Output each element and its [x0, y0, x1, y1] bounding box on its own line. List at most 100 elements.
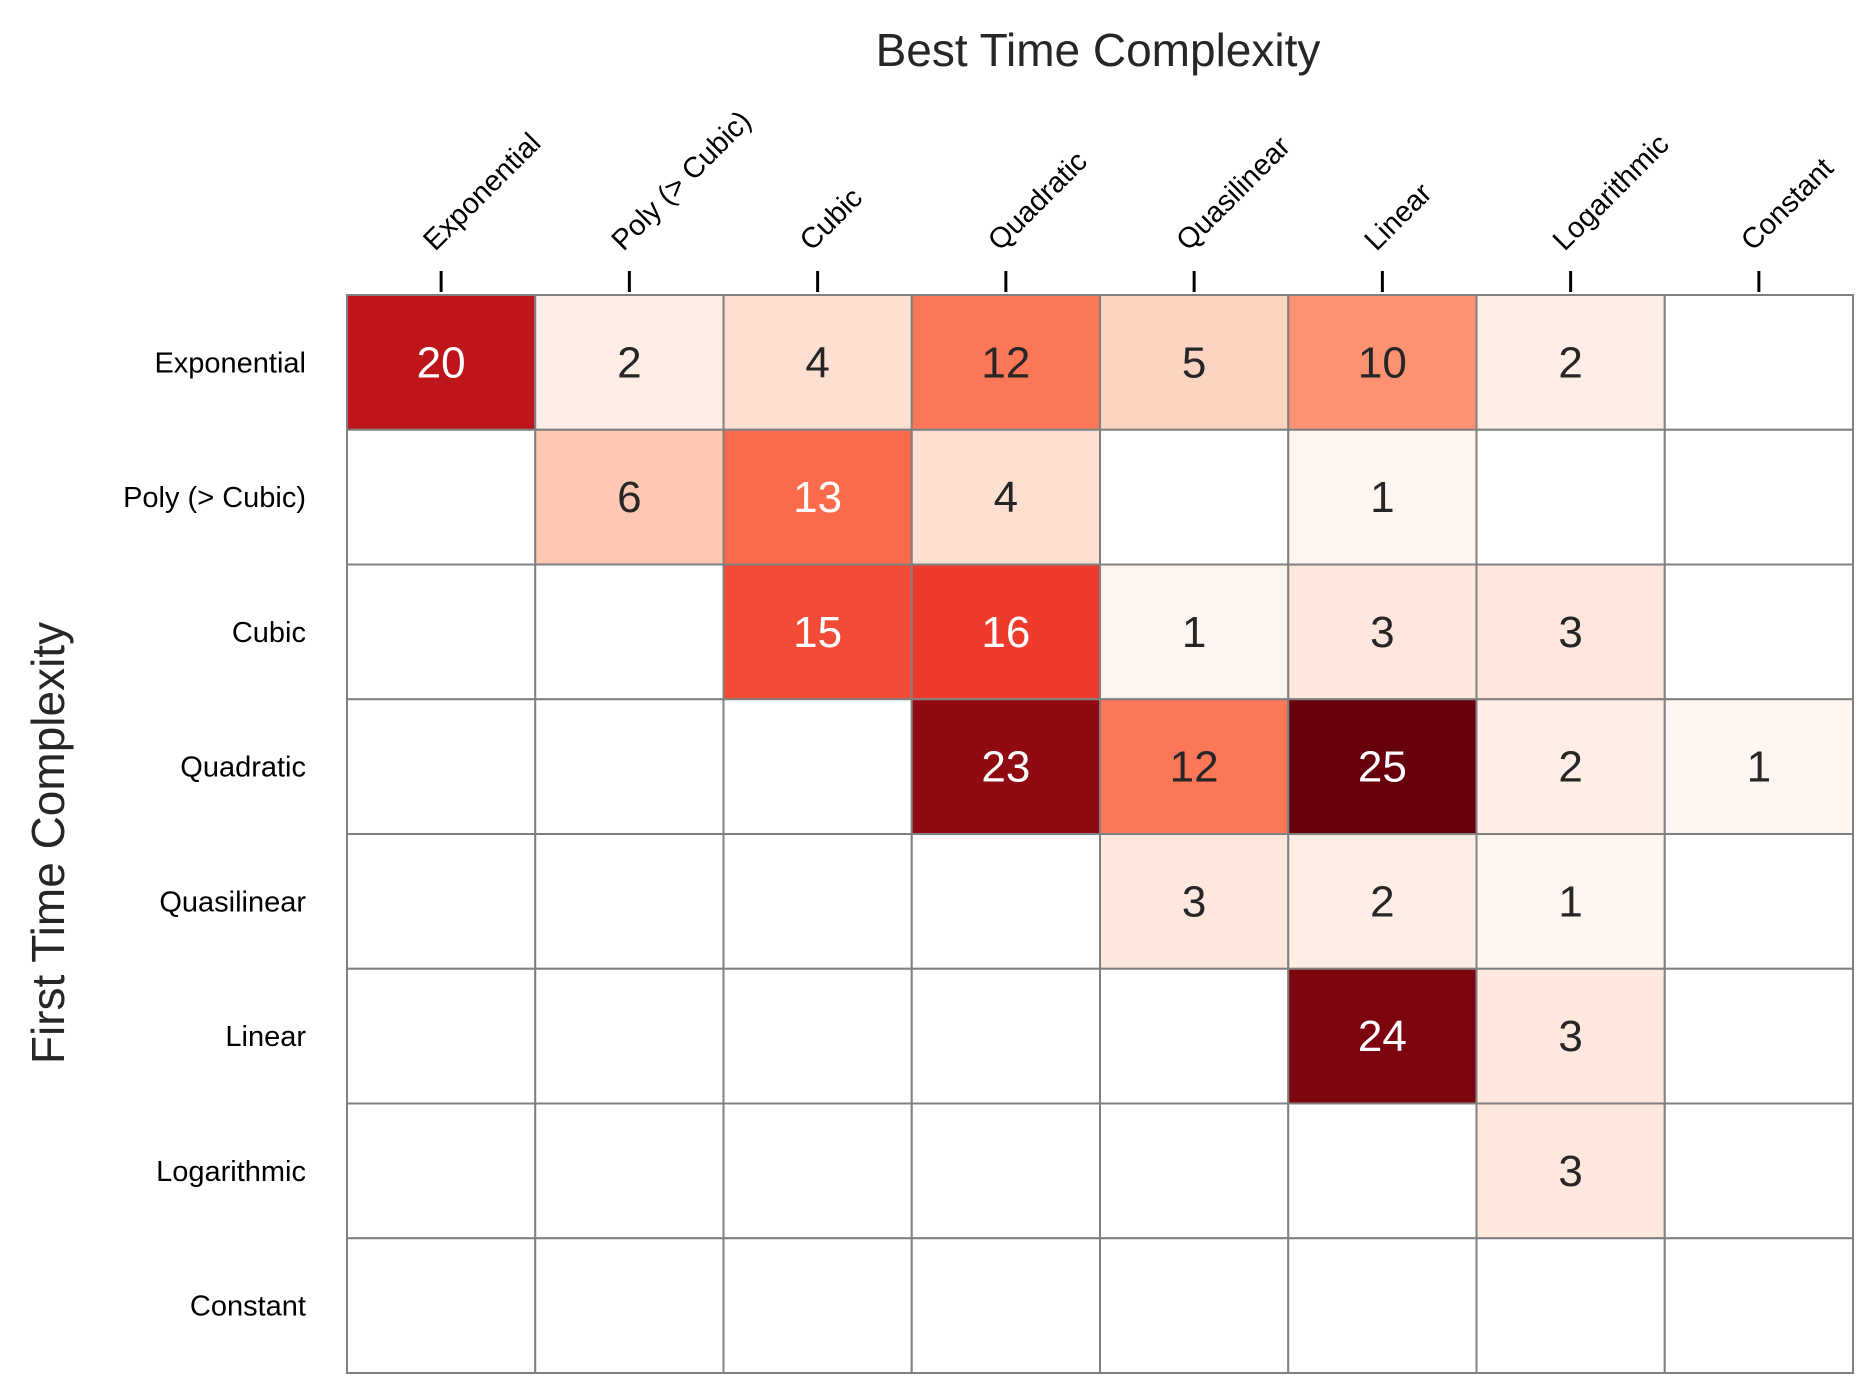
- heatmap-cell: [346, 698, 537, 835]
- heatmap-cell: [910, 698, 1101, 835]
- heatmap-cell: [1663, 1102, 1854, 1240]
- x-tick-label: Linear: [1359, 177, 1439, 257]
- heatmap-cell: [1663, 563, 1854, 701]
- heatmap-cell: [722, 698, 913, 835]
- y-tick-label: Quasilinear: [159, 886, 306, 918]
- heatmap-cell: [534, 1102, 725, 1240]
- heatmap-cell: [1475, 563, 1666, 701]
- cell-value-label: 2: [617, 338, 641, 387]
- heatmap-cell: [534, 563, 725, 701]
- cell-value-label: 1: [1747, 743, 1771, 792]
- cell-value-label: 12: [981, 338, 1030, 387]
- heatmap-cell: [910, 563, 1101, 701]
- heatmap-cell: [1099, 698, 1290, 835]
- heatmap-cell: [910, 967, 1101, 1105]
- heatmap-cells: 20 2 4 12 5 10 26 13 4 115 16 1 3 323 12 25 2 13 2 124 33: [346, 294, 1854, 1374]
- y-axis-label: First Time Complexity: [22, 622, 74, 1064]
- cell-value-label: 16: [981, 608, 1030, 657]
- y-tick-label: Quadratic: [180, 752, 306, 784]
- cell-value-label: 2: [1370, 877, 1394, 926]
- cell-value-label: 24: [1358, 1012, 1407, 1061]
- heatmap-cell: [1663, 967, 1854, 1105]
- heatmap-cell: [346, 967, 537, 1105]
- y-tick-label: Cubic: [232, 617, 306, 649]
- heatmap-cell: [534, 698, 725, 835]
- heatmap-cell: [1287, 1102, 1478, 1240]
- cell-value-label: 6: [617, 473, 641, 522]
- heatmap-cell: [1287, 294, 1478, 431]
- heatmap-cell: [1287, 967, 1478, 1105]
- y-tick-label: Linear: [225, 1021, 306, 1053]
- cell-value-label: 2: [1558, 743, 1582, 792]
- heatmap-cell: [1475, 428, 1666, 566]
- heatmap-cell: [346, 294, 537, 431]
- heatmap-cell: [722, 833, 913, 970]
- cell-value-label: 4: [805, 338, 829, 387]
- x-axis-ticks: Exponential Poly (> Cubic) Cubic Quadratic Q…: [417, 105, 1840, 292]
- cell-value-label: 23: [981, 743, 1030, 792]
- heatmap-cell: [722, 1237, 913, 1374]
- heatmap-cell: [346, 1237, 537, 1374]
- heatmap-cell: [1099, 428, 1290, 566]
- heatmap-cell: [1663, 428, 1854, 566]
- heatmap-cell: [534, 1237, 725, 1374]
- heatmap-cell: [1099, 294, 1290, 431]
- heatmap-cell: [910, 833, 1101, 970]
- heatmap-cell: [1099, 967, 1290, 1105]
- heatmap-cell: [534, 294, 725, 431]
- heatmap-cell: [910, 428, 1101, 566]
- heatmap-cell: [910, 1102, 1101, 1240]
- y-tick-label: Logarithmic: [156, 1156, 306, 1188]
- heatmap-cell: [1099, 1102, 1290, 1240]
- heatmap-cell: [1663, 833, 1854, 970]
- cell-value-label: 13: [793, 473, 842, 522]
- heatmap-cell: [722, 563, 913, 701]
- heatmap-cell: [910, 1237, 1101, 1374]
- chart-title: Best Time Complexity: [876, 24, 1321, 76]
- cell-value-label: 1: [1370, 473, 1394, 522]
- cell-value-label: 10: [1358, 338, 1407, 387]
- heatmap-cell: [1475, 1237, 1666, 1374]
- x-tick-label: Poly (> Cubic): [606, 105, 758, 257]
- y-axis-ticks: Exponential Poly (> Cubic) Cubic Quadratic Q…: [123, 347, 306, 1322]
- cell-value-label: 15: [793, 608, 842, 657]
- y-tick-label: Constant: [190, 1291, 306, 1323]
- heatmap-cell: [1099, 563, 1290, 701]
- x-tick-label: Quadratic: [982, 145, 1094, 257]
- heatmap-cell: [1663, 294, 1854, 431]
- y-tick-label: Poly (> Cubic): [123, 482, 306, 514]
- heatmap-cell: [1475, 698, 1666, 835]
- heatmap-cell: [910, 294, 1101, 431]
- heatmap-cell: [534, 833, 725, 970]
- y-tick-label: Exponential: [154, 347, 306, 379]
- heatmap-cell: [534, 428, 725, 566]
- heatmap-cell: [1475, 1102, 1666, 1240]
- heatmap-cell: [1287, 698, 1478, 835]
- x-tick-label: Quasilinear: [1170, 130, 1297, 257]
- heatmap-cell: [722, 967, 913, 1105]
- heatmap-cell: [346, 1102, 537, 1240]
- cell-value-label: 2: [1558, 338, 1582, 387]
- heatmap-cell: [1287, 833, 1478, 970]
- cell-value-label: 3: [1558, 1012, 1582, 1061]
- heatmap-cell: [346, 833, 537, 970]
- cell-value-label: 4: [994, 473, 1018, 522]
- heatmap-cell: [534, 967, 725, 1105]
- x-tick-label: Cubic: [794, 182, 869, 257]
- cell-value-label: 3: [1370, 608, 1394, 657]
- cell-value-label: 5: [1182, 338, 1206, 387]
- heatmap-cell: [1663, 698, 1854, 835]
- heatmap-cell: [722, 1102, 913, 1240]
- cell-value-label: 1: [1558, 877, 1582, 926]
- cell-value-label: 1: [1182, 608, 1206, 657]
- heatmap-cell: [1663, 1237, 1854, 1374]
- x-tick-label: Constant: [1735, 152, 1840, 257]
- cell-value-label: 20: [417, 338, 466, 387]
- heatmap-cell: [1099, 1237, 1290, 1374]
- cell-value-label: 25: [1358, 743, 1407, 792]
- heatmap-cell: [346, 563, 537, 701]
- x-tick-label: Logarithmic: [1547, 128, 1676, 257]
- cell-value-label: 3: [1182, 877, 1206, 926]
- heatmap-cell: [722, 294, 913, 431]
